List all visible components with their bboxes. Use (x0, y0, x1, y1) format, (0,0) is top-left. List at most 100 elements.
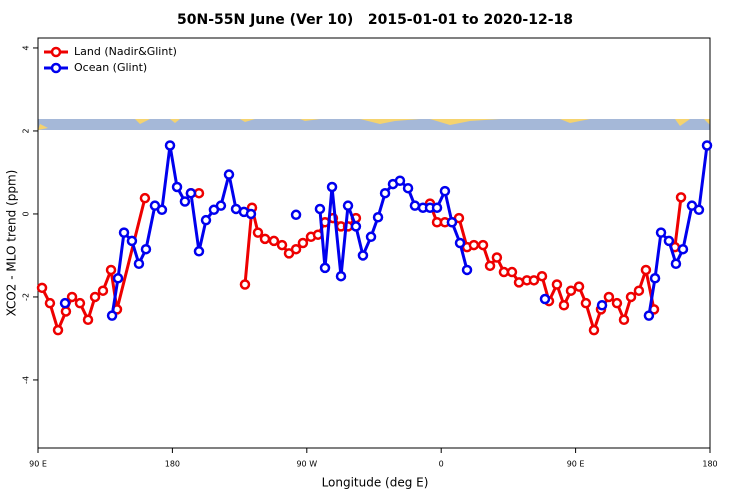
data-point (565, 285, 577, 296)
data-point (693, 204, 705, 216)
data-point (133, 258, 145, 269)
y-tick-label: -2 (22, 293, 31, 301)
data-point (36, 282, 48, 294)
data-point (491, 252, 503, 263)
data-point (506, 266, 518, 278)
data-point (596, 299, 608, 311)
data-point (290, 209, 302, 221)
data-point (625, 291, 637, 303)
data-point (89, 291, 101, 303)
data-point (655, 227, 667, 238)
data-point (670, 258, 682, 269)
data-point (484, 260, 496, 272)
data-point (536, 270, 548, 282)
data-point (319, 262, 331, 274)
x-tick-label: 0 (439, 460, 444, 469)
data-point (60, 306, 72, 317)
data-point (551, 279, 563, 290)
data-point (431, 202, 443, 213)
data-point (372, 212, 384, 223)
data-point (164, 140, 176, 151)
data-point (185, 187, 197, 199)
data-point (200, 214, 212, 226)
data-point (276, 239, 288, 251)
data-point (52, 324, 64, 336)
legend-label: Land (Nadir&Glint) (74, 45, 177, 58)
data-point (268, 235, 280, 247)
data-point (252, 227, 264, 238)
data-point (643, 310, 655, 321)
data-point (477, 239, 489, 251)
data-point (394, 175, 406, 187)
data-point (139, 192, 151, 204)
data-point (335, 270, 347, 282)
y-axis-label: XCO2 - MLO trend (ppm) (5, 170, 19, 317)
data-point (402, 182, 414, 194)
legend-marker (50, 62, 62, 74)
data-point (588, 324, 600, 336)
data-point (649, 273, 661, 284)
data-point (573, 281, 585, 292)
data-point (44, 297, 56, 309)
data-point (618, 314, 630, 326)
data-point (603, 291, 615, 303)
data-point (156, 204, 168, 216)
data-point (118, 227, 130, 238)
data-point (259, 233, 271, 245)
data-point (439, 185, 451, 197)
x-tick-label: 90 E (29, 460, 47, 469)
data-point (223, 169, 235, 180)
data-point (326, 181, 338, 193)
x-tick-label: 90 W (296, 460, 317, 469)
data-point (239, 279, 251, 290)
data-point (126, 235, 138, 247)
map-strip (38, 119, 710, 130)
y-tick-label: 0 (22, 211, 31, 216)
y-tick-label: 4 (22, 45, 31, 50)
data-point (640, 264, 652, 276)
data-point (454, 237, 466, 249)
data-point (663, 235, 675, 247)
data-point (446, 217, 458, 228)
legend-marker (50, 46, 62, 58)
data-point (82, 314, 94, 326)
data-point (74, 297, 86, 309)
data-point (357, 250, 369, 261)
data-point (59, 297, 71, 309)
data-point (677, 243, 689, 255)
data-point (245, 208, 257, 220)
data-point (468, 239, 480, 251)
x-tick-label: 90 E (567, 460, 585, 469)
data-point (314, 203, 326, 215)
data-point (409, 200, 421, 211)
chart-title: 50N-55N June (Ver 10) 2015-01-01 to 2020… (177, 12, 573, 28)
data-point (171, 181, 183, 193)
data-point (106, 310, 118, 321)
plot-frame (37, 37, 711, 449)
data-point (105, 264, 117, 276)
data-point (558, 299, 570, 311)
data-point (580, 297, 592, 309)
legend-label: Ocean (Glint) (74, 61, 147, 74)
data-point (193, 246, 205, 257)
data-point (539, 293, 551, 305)
data-point (342, 200, 354, 211)
data-point (675, 192, 687, 203)
data-point (179, 196, 191, 207)
data-point (66, 291, 78, 303)
data-point (297, 237, 309, 249)
data-point (140, 243, 152, 255)
data-point (350, 221, 362, 232)
data-point (215, 200, 227, 211)
x-tick-label: 180 (165, 460, 180, 469)
data-point (97, 285, 109, 296)
data-point (611, 297, 623, 309)
data-point (290, 243, 302, 255)
data-point (379, 187, 391, 199)
x-axis-label: Longitude (deg E) (322, 476, 429, 490)
y-tick-label: 2 (22, 128, 31, 133)
legend: Land (Nadir&Glint) Ocean (Glint) (44, 45, 177, 74)
data-point (498, 266, 510, 278)
